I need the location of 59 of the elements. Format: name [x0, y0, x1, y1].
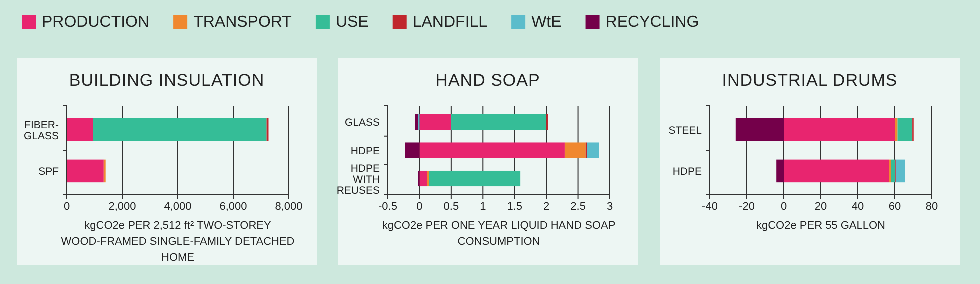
x-tick-label: -20: [739, 200, 755, 213]
legend-label: PRODUCTION: [42, 14, 150, 31]
x-tick-label: 0.5: [444, 200, 460, 213]
bar: [429, 170, 521, 187]
x-axis-title: kgCO2e PER 2,512 ft² TWO-STOREY WOOD-FRAMED SINGLE-FAMILY DETACHED HOME: [61, 220, 295, 264]
legend-label: USE: [336, 14, 369, 31]
bar: [895, 118, 898, 142]
bar: [420, 170, 428, 187]
chart-title: BUILDING INSULATION: [69, 71, 265, 90]
bar: [415, 114, 418, 130]
x-tick-label: 8,000: [275, 200, 303, 213]
bar: [67, 118, 94, 142]
legend-label: WtE: [532, 14, 562, 31]
y-tick-label: HDPE: [672, 166, 702, 178]
bar: [93, 118, 267, 142]
y-tick-label: FIBER-GLASS: [24, 119, 60, 142]
y-tick-label: SPF: [38, 166, 59, 178]
x-axis-title: kgCO2e PER 55 GALLON: [756, 220, 886, 232]
bar: [420, 114, 452, 130]
y-tick-label: HDPE: [350, 146, 380, 158]
legend-label: LANDFILL: [412, 14, 488, 31]
x-tick-label: 6,000: [220, 200, 248, 213]
legend-label: RECYCLING: [606, 14, 700, 31]
y-tick-label: GLASS: [344, 117, 380, 130]
x-tick-label: 0: [64, 200, 70, 213]
x-tick-label: -40: [702, 200, 718, 213]
x-axis-title: kgCO2e PER ONE YEAR LIQUID HAND SOAP CONSUMPTION: [382, 220, 616, 248]
x-tick-label: 0: [780, 200, 788, 213]
x-tick-label: 1: [480, 200, 486, 213]
bar: [898, 118, 913, 142]
y-tick-label: HDPE WITH REUSES: [336, 162, 380, 197]
chart-title: INDUSTRIAL DRUMS: [722, 71, 898, 90]
x-tick-label: 20: [814, 200, 828, 213]
x-tick-label: 2: [544, 200, 550, 213]
bar: [420, 142, 565, 158]
bar: [896, 160, 906, 183]
x-tick-label: 1.5: [507, 200, 523, 213]
x-tick-label: 3: [606, 200, 614, 213]
bar: [451, 114, 547, 130]
x-tick-label: 60: [888, 200, 902, 213]
bar: [736, 118, 784, 142]
x-tick-label: 2,000: [108, 200, 136, 213]
x-tick-label: 40: [852, 200, 864, 213]
bar: [776, 160, 784, 183]
x-tick-label: -0.5: [378, 200, 398, 213]
x-tick-label: 0: [416, 200, 423, 213]
bar: [784, 160, 890, 183]
bar: [891, 160, 895, 183]
legend-label: TRANSPORT: [194, 14, 292, 31]
x-tick-label: 4,000: [164, 200, 192, 213]
bar: [564, 142, 586, 158]
bar: [67, 160, 104, 183]
bar: [405, 142, 420, 158]
chart-title: HAND SOAP: [436, 71, 540, 90]
y-tick-label: STEEL: [668, 124, 702, 137]
bar: [784, 118, 895, 142]
x-tick-label: 80: [926, 200, 938, 213]
bar: [587, 142, 600, 158]
x-tick-label: 2.5: [570, 200, 586, 213]
